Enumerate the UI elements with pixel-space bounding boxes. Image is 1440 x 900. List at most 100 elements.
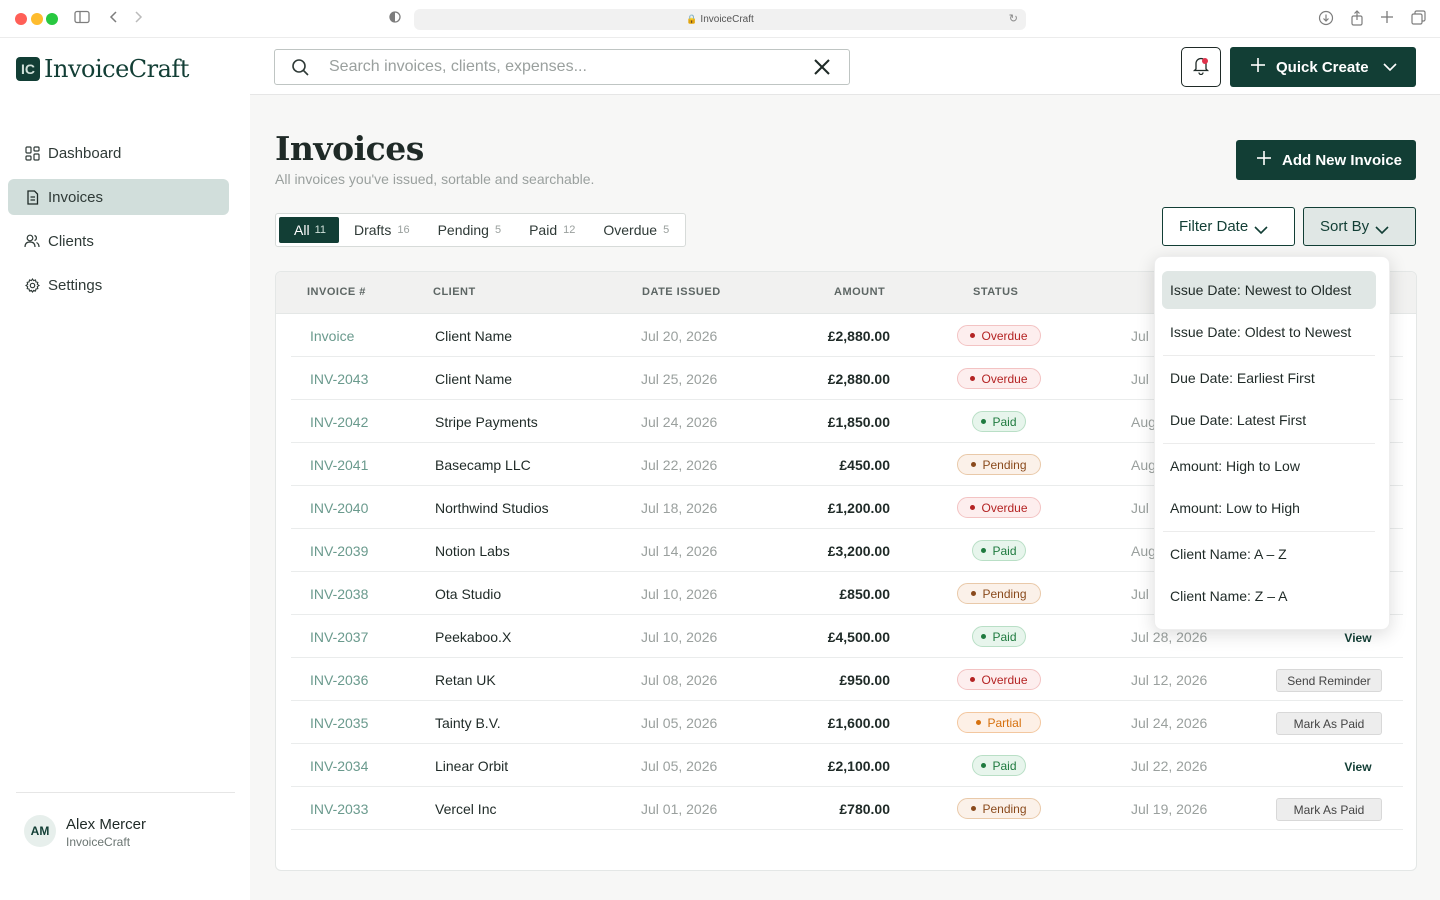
mark-as-paid-button[interactable]: Mark As Paid [1276,712,1382,735]
amount: £780.00 [839,801,890,817]
status-dot [971,462,977,467]
status-badge: Paid [972,411,1026,432]
table-row[interactable]: INV-2040 Northwind Studios Jul 18, 2026 £1,… [291,486,1403,529]
invoice-number-link[interactable]: INV-2043 [310,371,369,387]
sort-option-client-name-z-a[interactable]: Client Name: Z – A [1170,588,1288,604]
back-icon[interactable] [105,10,123,28]
maximize-window-button[interactable] [46,13,58,25]
invoice-number-link[interactable]: INV-2037 [310,629,369,645]
invoice-number-link[interactable]: INV-2035 [310,715,369,731]
tab-overview-icon[interactable] [1409,10,1427,28]
sort-option-amount-low-to-high[interactable]: Amount: Low to High [1170,500,1300,516]
forward-icon[interactable] [129,10,147,28]
table-row[interactable]: INV-2035 Tainty B.V. Jul 05, 2026 £1,600.00… [291,701,1403,744]
tab-label: Overdue [603,222,658,238]
column-header-status[interactable]: STATUS [973,286,1019,298]
table-row[interactable]: INV-2043 Client Name Jul 25, 2026 £2,880.00… [291,357,1403,400]
chevron-down-icon [1254,222,1268,239]
tab-paid[interactable]: Paid 12 [514,217,588,243]
user-profile[interactable]: AM Alex Mercer InvoiceCraft [16,792,235,849]
invoice-number-link[interactable]: INV-2038 [310,586,369,602]
tab-count: 5 [494,224,502,236]
sort-by-label: Sort By [1320,218,1370,235]
invoices-table: INVOICE # CLIENT DATE ISSUED AMOUNT STAT… [275,271,1417,871]
invoice-number-link[interactable]: INV-2034 [310,758,369,774]
browser-toolbar: 🔒 InvoiceCraft ↻ [0,0,1440,38]
table-row[interactable]: INV-2034 Linear Orbit Jul 05, 2026 £2,100.0… [291,744,1403,787]
sort-option-amount-high-to-low[interactable]: Amount: High to Low [1170,458,1300,474]
table-row[interactable]: INV-2042 Stripe Payments Jul 24, 2026 £1,85… [291,400,1403,443]
due-date: Jul [1131,328,1149,344]
sort-option-client-name-a-z[interactable]: Client Name: A – Z [1170,546,1287,562]
notifications-button[interactable] [1181,47,1221,87]
search-input[interactable] [329,56,789,78]
invoice-number-link[interactable]: INV-2033 [310,801,369,817]
clear-search-icon[interactable] [813,58,831,81]
due-date: Jul 12, 2026 [1131,672,1208,688]
table-row[interactable]: INV-2033 Vercel Inc Jul 01, 2026 £780.00 Pen… [291,787,1403,830]
column-header-invoice[interactable]: INVOICE # [307,286,366,298]
due-date: Jul 28, 2026 [1131,629,1208,645]
tab-pending[interactable]: Pending 5 [423,217,515,243]
quick-create-button[interactable]: Quick Create [1230,47,1416,87]
sort-option-issue-date-newest-to-oldest[interactable]: Issue Date: Newest to Oldest [1162,271,1376,309]
invoice-number-link[interactable]: Invoice [310,328,355,344]
table-row[interactable]: Invoice Client Name Jul 20, 2026 £2,880.00 O… [291,314,1403,357]
filter-date-button[interactable]: Filter Date [1162,207,1295,246]
reload-icon[interactable]: ↻ [1008,13,1018,25]
column-header-amount[interactable]: AMOUNT [834,286,886,298]
sort-option-due-date-latest-first[interactable]: Due Date: Latest First [1170,412,1307,428]
amount: £3,200.00 [827,543,890,559]
table-row[interactable]: INV-2037 Peekaboo.X Jul 10, 2026 £4,500.00 P… [291,615,1403,658]
download-icon[interactable] [1317,10,1335,28]
invoice-number-link[interactable]: INV-2041 [310,457,369,473]
view-link[interactable]: View [1344,630,1372,645]
sort-option-due-date-earliest-first[interactable]: Due Date: Earliest First [1170,370,1315,386]
sidebar-item-dashboard[interactable]: Dashboard [8,135,229,171]
date-issued: Jul 08, 2026 [641,672,718,688]
table-row[interactable]: INV-2038 Ota Studio Jul 10, 2026 £850.00 Pen… [291,572,1403,615]
chevron-down-icon [1375,222,1389,239]
invoice-number-link[interactable]: INV-2042 [310,414,369,430]
column-header-date-issued[interactable]: DATE ISSUED [642,286,721,298]
tab-all[interactable]: All 11 [279,217,339,243]
share-icon[interactable] [1348,10,1366,28]
invoice-number-link[interactable]: INV-2036 [310,672,369,688]
brand[interactable]: IC InvoiceCraft [16,55,189,83]
close-window-button[interactable] [15,13,27,25]
sidebar-item-settings[interactable]: Settings [8,267,229,303]
dashboard-icon [24,145,40,161]
due-date: Aug [1131,414,1156,430]
mark-as-paid-button[interactable]: Mark As Paid [1276,798,1382,821]
invoice-number-link[interactable]: INV-2039 [310,543,369,559]
table-row[interactable]: INV-2039 Notion Labs Jul 14, 2026 £3,200.00… [291,529,1403,572]
table-row[interactable]: INV-2041 Basecamp LLC Jul 22, 2026 £450.00 P… [291,443,1403,486]
status-dot [981,548,987,553]
sidebar-item-invoices[interactable]: Invoices [8,179,229,215]
status-label: Paid [992,758,1017,773]
sidebar-item-clients[interactable]: Clients [8,223,229,259]
address-bar[interactable]: 🔒 InvoiceCraft ↻ [414,9,1026,30]
table-row[interactable]: INV-2036 Retan UK Jul 08, 2026 £950.00 Overd… [291,658,1403,701]
status-label: Pending [982,586,1027,601]
privacy-shield-icon[interactable] [386,10,404,28]
add-new-invoice-button[interactable]: Add New Invoice [1236,140,1416,180]
client-name: Basecamp LLC [435,457,531,473]
plus-icon [1256,150,1272,170]
sort-by-button[interactable]: Sort By [1303,207,1416,246]
search-box[interactable] [274,49,850,85]
minimize-window-button[interactable] [31,13,43,25]
tab-overdue[interactable]: Overdue 5 [588,217,682,243]
sidebar-toggle-icon[interactable] [73,10,91,28]
column-header-client[interactable]: CLIENT [433,286,476,298]
send-reminder-button[interactable]: Send Reminder [1276,669,1382,692]
status-label: Paid [992,629,1017,644]
new-tab-icon[interactable] [1378,10,1396,28]
tab-count: 5 [663,224,670,236]
view-link[interactable]: View [1344,759,1372,774]
date-issued: Jul 01, 2026 [641,801,718,817]
add-new-invoice-label: Add New Invoice [1282,151,1403,169]
invoice-number-link[interactable]: INV-2040 [310,500,369,516]
sort-option-issue-date-oldest-to-newest[interactable]: Issue Date: Oldest to Newest [1170,324,1352,340]
tab-drafts[interactable]: Drafts 16 [339,217,423,243]
